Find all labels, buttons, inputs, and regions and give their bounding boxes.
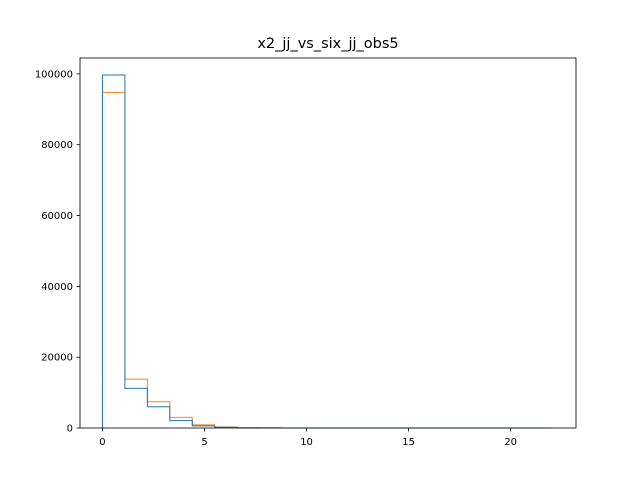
x-tick-label: 5 bbox=[201, 437, 207, 448]
x-tick-label: 0 bbox=[99, 437, 105, 448]
y-tick-label: 40000 bbox=[41, 282, 73, 293]
y-tick-label: 100000 bbox=[35, 69, 73, 80]
y-tick-label: 80000 bbox=[41, 140, 73, 151]
x-tick-label: 10 bbox=[300, 437, 313, 448]
chart-title: x2_jj_vs_six_jj_obs5 bbox=[257, 36, 398, 52]
histogram-series-1 bbox=[101, 91, 552, 429]
y-tick-label: 60000 bbox=[41, 211, 73, 222]
x-tick-label: 15 bbox=[402, 437, 415, 448]
y-axis: 0 20000 40000 60000 80000 100000 bbox=[35, 69, 80, 435]
histogram-series-2 bbox=[101, 74, 552, 429]
plot-frame bbox=[79, 57, 577, 429]
series-layer bbox=[101, 74, 552, 429]
x-tick-label: 20 bbox=[504, 437, 517, 448]
y-tick-label: 20000 bbox=[41, 353, 73, 364]
x-axis: 0 5 10 15 20 bbox=[99, 428, 517, 448]
y-tick-label: 0 bbox=[67, 424, 73, 435]
